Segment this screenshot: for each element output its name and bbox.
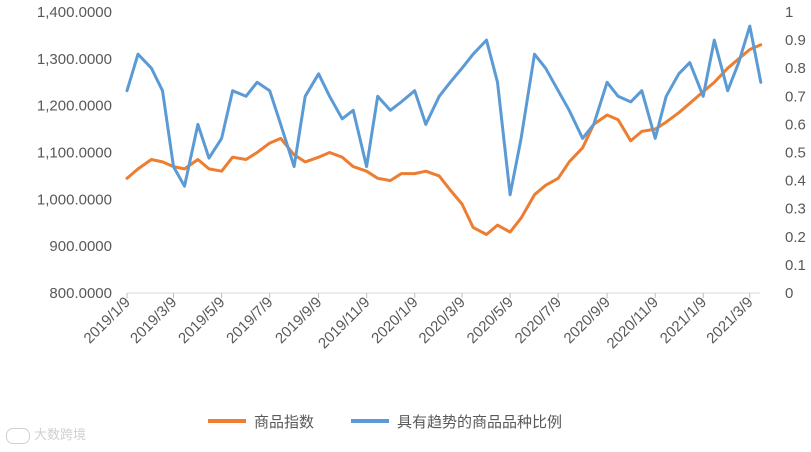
left-tick-label: 900.0000 xyxy=(49,238,112,255)
right-tick-label: 0.1 xyxy=(785,257,806,274)
left-tick-label: 1,100.0000 xyxy=(37,145,112,162)
right-axis-ticks: 0 0.1 0.2 0.3 0.4 0.5 0.6 0.7 0.8 0.9 1 xyxy=(785,4,806,302)
x-tick-label: 2020/3/9 xyxy=(416,294,469,347)
x-tick-label: 2020/5/9 xyxy=(464,294,517,347)
left-tick-label: 1,300.0000 xyxy=(37,51,112,68)
series-line-1 xyxy=(125,24,763,197)
watermark: 大数跨境 xyxy=(6,424,86,444)
right-tick-label: 0.6 xyxy=(785,116,806,133)
x-tick-label: 2020/1/9 xyxy=(368,294,421,347)
left-tick-label: 800.0000 xyxy=(49,285,112,302)
watermark-logo-icon xyxy=(6,427,30,444)
x-tick-label: 2021/3/9 xyxy=(703,294,756,347)
right-tick-label: 0.9 xyxy=(785,32,806,49)
legend-label-1: 具有趋势的商品品种比例 xyxy=(397,413,562,431)
right-tick-label: 0.5 xyxy=(785,145,806,162)
x-tick-label: 2019/3/9 xyxy=(127,294,180,347)
left-tick-label: 1,200.0000 xyxy=(37,98,112,115)
left-axis-ticks: 800.0000 900.0000 1,000.0000 1,100.0000 1,20… xyxy=(37,4,112,302)
legend: 商品指数 具有趋势的商品品种比例 xyxy=(208,413,562,431)
x-tick-label: 2021/1/9 xyxy=(657,294,710,347)
watermark-text: 大数跨境 xyxy=(34,428,87,443)
x-axis-ticks: 2019/1/92019/3/92019/5/92019/7/92019/9/9… xyxy=(81,293,757,352)
x-tick-label: 2019/7/9 xyxy=(223,294,276,347)
right-tick-label: 0.4 xyxy=(785,173,806,190)
x-tick-label: 2019/5/9 xyxy=(175,294,228,347)
right-tick-label: 0 xyxy=(785,285,793,302)
right-tick-label: 0.2 xyxy=(785,229,806,246)
left-tick-label: 1,400.0000 xyxy=(37,4,112,21)
x-tick-label: 2020/7/9 xyxy=(512,294,565,347)
x-tick-label: 2019/11/9 xyxy=(315,294,373,352)
legend-label-0: 商品指数 xyxy=(254,413,314,431)
series-layer xyxy=(125,24,763,236)
right-tick-label: 0.7 xyxy=(785,88,806,105)
x-tick-label: 2020/11/9 xyxy=(604,294,662,352)
right-tick-label: 1 xyxy=(785,4,793,21)
right-tick-label: 0.3 xyxy=(785,201,806,218)
right-tick-label: 0.8 xyxy=(785,60,806,77)
left-tick-label: 1,000.0000 xyxy=(37,191,112,208)
